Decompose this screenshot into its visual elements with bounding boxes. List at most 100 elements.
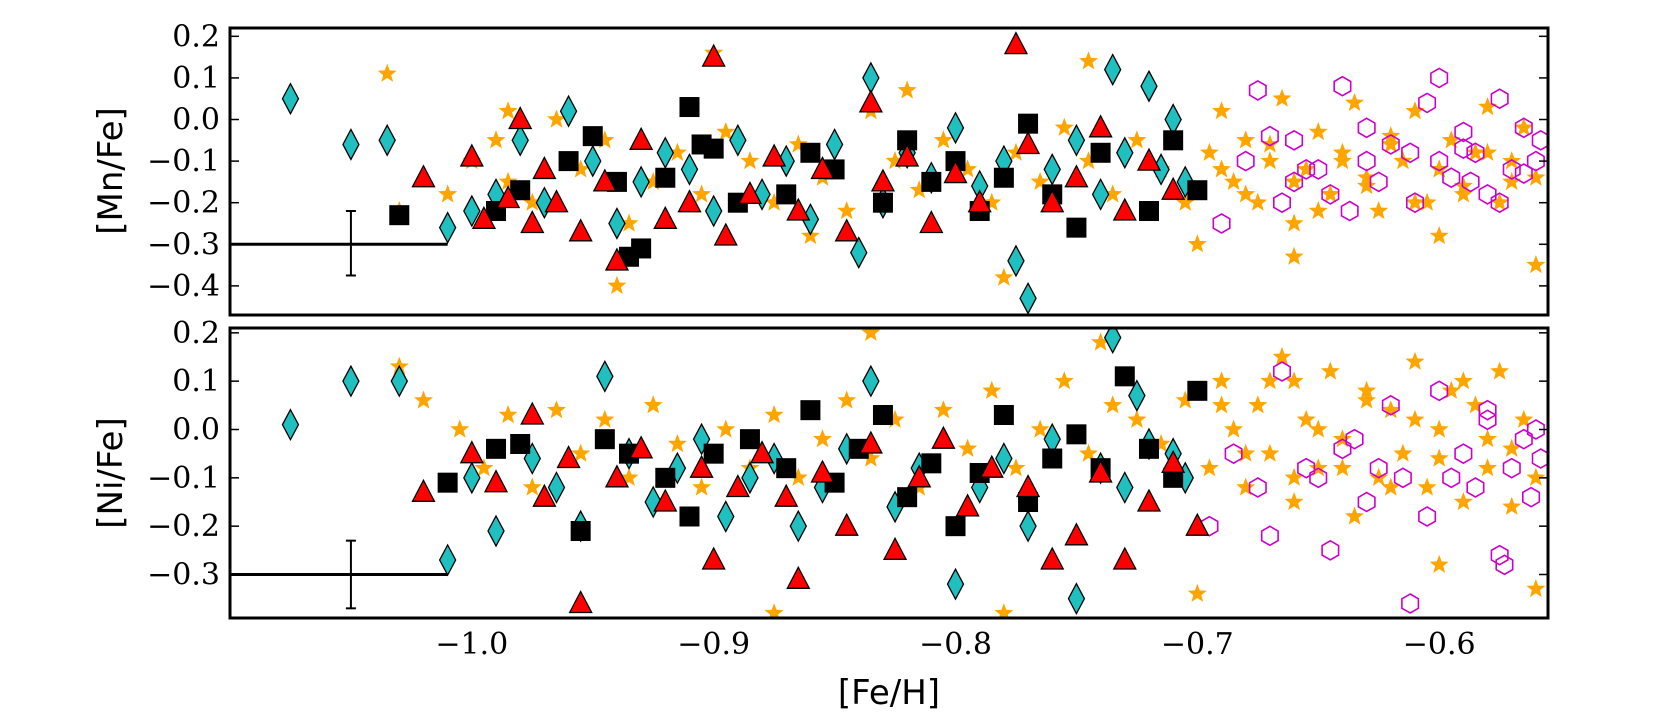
triangle-marker (870, 168, 896, 192)
star-marker (1236, 130, 1256, 149)
star-marker (1526, 579, 1546, 598)
diamond-marker (1103, 328, 1122, 355)
triangle-marker (810, 459, 835, 483)
diamond-marker (1116, 136, 1134, 170)
star-marker (1260, 134, 1280, 153)
star-marker (1224, 419, 1244, 438)
square-marker (776, 184, 797, 205)
star-marker (1079, 443, 1098, 462)
star-marker (643, 395, 663, 414)
star-marker (1478, 97, 1498, 116)
star-marker (1381, 400, 1401, 419)
triangle-marker (943, 160, 968, 184)
square-marker (872, 192, 893, 213)
star-marker (933, 130, 953, 149)
star-marker (1103, 395, 1123, 414)
star-marker (1429, 159, 1449, 178)
star-marker (522, 477, 542, 496)
hexagon-marker (1401, 142, 1420, 164)
star-marker (1308, 201, 1328, 220)
star-marker (1514, 409, 1534, 428)
triangle-marker (762, 143, 787, 167)
star-marker (1284, 371, 1304, 390)
hexagon-marker (1273, 192, 1291, 214)
mn-fe-panel: 0.2 0.1 0.0 −0.1 −0.2 −0.3 −0.4 [Mn/Fe] (91, 19, 1550, 317)
star-marker (1478, 429, 1498, 448)
star-marker (885, 151, 905, 170)
triangle-marker (629, 435, 654, 459)
star-marker (1320, 361, 1340, 380)
triangle-marker (677, 189, 702, 213)
star-marker (1284, 213, 1304, 232)
square-marker (703, 443, 724, 464)
triangle-marker (556, 445, 581, 469)
star-marker (1199, 142, 1219, 161)
star-marker (764, 405, 784, 424)
star-marker (982, 192, 1002, 211)
triangle-marker (737, 180, 763, 205)
hexagon-marker (1224, 443, 1243, 465)
star-marker (764, 603, 784, 618)
hexagon-marker (1442, 167, 1461, 189)
y-tick-label: 0.0 (172, 413, 220, 448)
star-marker (1212, 371, 1231, 390)
diamond-marker (584, 144, 602, 178)
x-tick-label: −0.6 (1403, 627, 1476, 662)
triangle-marker (834, 218, 859, 242)
diamond-marker (680, 153, 699, 186)
triangle-marker (520, 401, 545, 425)
square-marker (437, 472, 458, 493)
square-marker (389, 205, 410, 226)
star-marker (1212, 159, 1231, 178)
triangle-marker (907, 464, 932, 488)
y-tick-label: 0.0 (172, 103, 220, 138)
hexagon-marker (1478, 399, 1497, 421)
square-marker (1187, 180, 1208, 201)
star-marker (1006, 142, 1026, 161)
star-marker (619, 467, 639, 486)
triangle-marker (1185, 512, 1210, 536)
square-marker (582, 126, 603, 147)
star-marker (1490, 192, 1510, 211)
x-tick-label: −0.8 (919, 627, 992, 662)
square-marker (993, 405, 1014, 425)
triangle-marker (411, 478, 436, 502)
star-marker (1526, 255, 1546, 274)
star-marker (1417, 477, 1437, 496)
y-tick-label: −0.3 (147, 227, 220, 262)
square-marker (703, 138, 724, 159)
star-marker (1103, 184, 1123, 203)
diamond-marker (862, 61, 880, 95)
diamond-marker (1067, 582, 1086, 616)
triangle-marker (810, 156, 835, 180)
star-marker (1393, 151, 1413, 170)
star-marker (1079, 151, 1098, 170)
star-marker (958, 159, 978, 178)
star-marker (547, 400, 566, 419)
star-marker (837, 390, 857, 409)
star-marker (909, 180, 929, 199)
diamond-marker (741, 461, 759, 495)
diamond-marker (632, 165, 650, 199)
triangle-marker (689, 454, 714, 478)
hexagon-marker (1285, 129, 1304, 151)
star-marker (764, 192, 784, 211)
star-marker (498, 171, 518, 190)
ni-fe-axes: 0.2 0.1 0.0 −0.1 −0.2 −0.3 −1.0 −0.9 −0.8 −0.7 −0.… (147, 316, 1548, 662)
star-marker (414, 390, 433, 409)
y-tick-label: −0.2 (147, 186, 220, 221)
y-tick-label: 0.2 (172, 316, 220, 351)
hexagon-marker (1430, 150, 1449, 172)
star-marker (885, 409, 905, 428)
diamond-marker (1116, 471, 1134, 504)
star-marker (1127, 130, 1147, 149)
star-marker (474, 458, 494, 477)
diamond-marker (463, 461, 481, 495)
square-marker (594, 429, 615, 450)
square-marker (1138, 201, 1159, 222)
triangle-marker (1136, 147, 1162, 171)
star-marker (1320, 184, 1340, 203)
star-marker (1502, 171, 1522, 190)
triangle-marker (882, 536, 908, 560)
hexagon-marker (1357, 117, 1376, 139)
